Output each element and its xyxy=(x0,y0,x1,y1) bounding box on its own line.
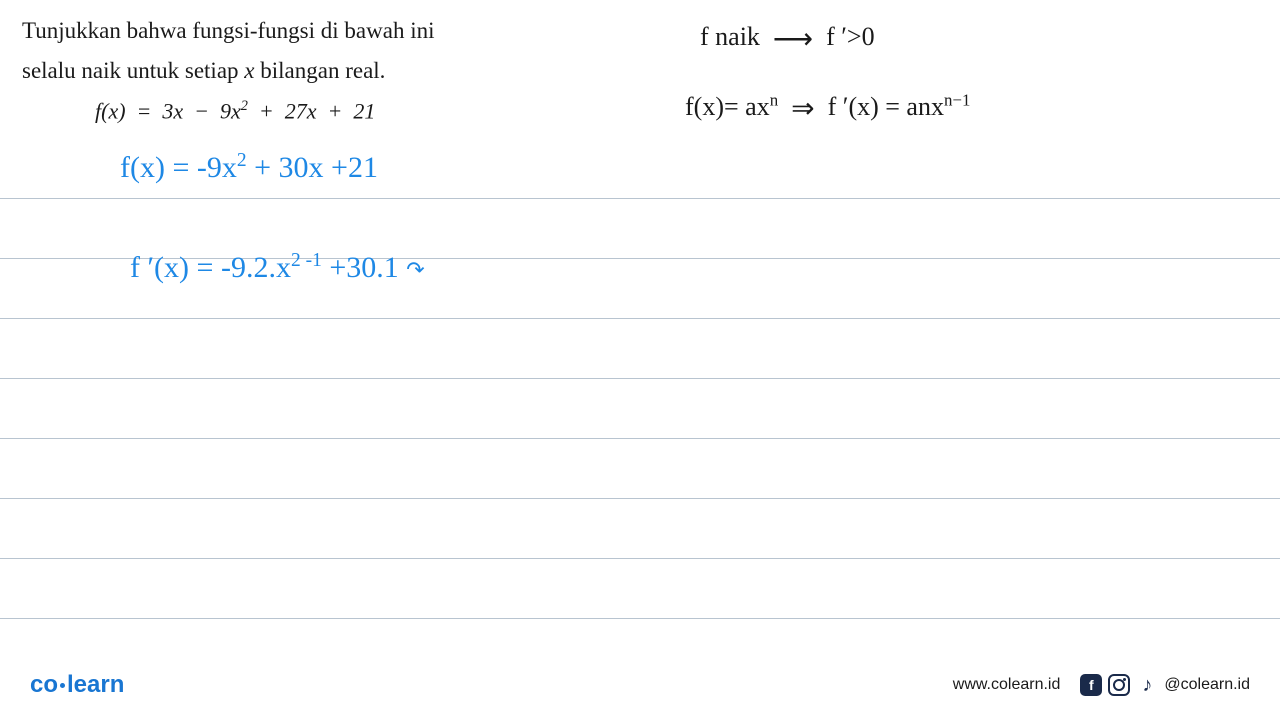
ruled-line xyxy=(0,618,1280,619)
social-handle: @colearn.id xyxy=(1164,676,1250,694)
logo-text-co: co xyxy=(30,671,58,698)
work-step-2: f ′(x) = -9.2.x2 -1 +30.1 ↷ xyxy=(130,250,425,285)
logo-dot-icon xyxy=(60,683,65,688)
ruled-line xyxy=(0,318,1280,319)
ruled-line xyxy=(0,438,1280,439)
work-step-1: f(x) = -9x2 + 30x +21 xyxy=(120,150,378,185)
note-rule2-right: f ′(x) = anxn−1 xyxy=(828,92,971,121)
footer-bar: colearn www.colearn.id f ♪ @colearn.id xyxy=(0,665,1280,705)
note-rule1-left: f naik xyxy=(700,22,760,51)
arrow-icon: ⟶ xyxy=(773,24,813,55)
problem-statement-line1: Tunjukkan bahwa fungsi-fungsi di bawah i… xyxy=(22,18,434,44)
implies-icon: ⇒ xyxy=(791,94,814,125)
facebook-icon: f xyxy=(1080,674,1102,696)
brand-logo: colearn xyxy=(30,671,124,699)
problem-formula: f(x) = 3x − 9x2 + 27x + 21 xyxy=(95,98,375,124)
footer-right-group: www.colearn.id f ♪ @colearn.id xyxy=(953,674,1250,696)
ruled-line xyxy=(0,498,1280,499)
note-rule2-left: f(x)= axn xyxy=(685,92,778,121)
website-url: www.colearn.id xyxy=(953,676,1061,694)
ruled-line xyxy=(0,198,1280,199)
ruled-line xyxy=(0,558,1280,559)
problem-statement-line2: selalu naik untuk setiap x bilangan real… xyxy=(22,58,385,84)
social-icons-group: f ♪ @colearn.id xyxy=(1080,674,1250,696)
tiktok-icon: ♪ xyxy=(1136,674,1158,696)
ruled-line xyxy=(0,378,1280,379)
logo-text-learn: learn xyxy=(67,671,124,698)
note-derivative-rule: f naik ⟶ f ′>0 xyxy=(700,22,875,56)
instagram-icon xyxy=(1108,674,1130,696)
note-rule1-right: f ′>0 xyxy=(826,22,875,51)
note-power-rule: f(x)= axn ⇒ f ′(x) = anxn−1 xyxy=(685,90,970,126)
